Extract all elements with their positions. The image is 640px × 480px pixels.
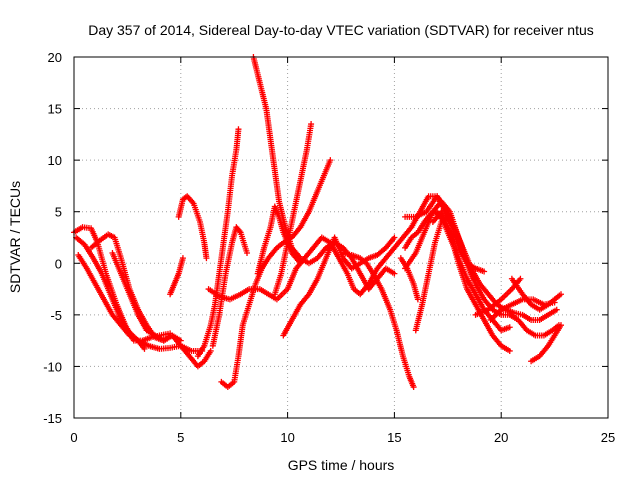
series-track-15 [280, 234, 398, 339]
axis-ticks: 0 5 10 15 20 25 -15 -10 -5 0 5 10 15 20 [43, 50, 615, 445]
series-track-9 [218, 157, 334, 391]
data-point-marker [179, 255, 186, 262]
data-point-marker [391, 270, 398, 277]
data-point-marker [391, 234, 398, 241]
data-tracks [71, 54, 565, 391]
y-tick-label: -5 [50, 308, 62, 323]
data-point-marker [235, 126, 242, 133]
x-tick-label: 10 [280, 430, 294, 445]
data-point-marker [207, 347, 214, 354]
data-point-marker [308, 121, 315, 128]
series-track-2 [73, 234, 206, 354]
plot-frame [73, 56, 609, 419]
y-tick-label: 20 [48, 50, 62, 65]
data-point-marker [558, 322, 565, 329]
series-track-12 [250, 54, 398, 293]
data-point-marker [414, 296, 421, 303]
y-tick-label: -10 [43, 359, 62, 374]
chart-title: Day 357 of 2014, Sidereal Day-to-day VTE… [88, 22, 594, 38]
series-track-14 [271, 121, 315, 298]
data-point-marker [553, 306, 560, 313]
data-point-marker [236, 228, 243, 235]
series-track-25 [508, 275, 565, 313]
series-track-11 [209, 224, 251, 349]
series-track-6 [167, 255, 186, 298]
x-tick-label: 0 [70, 430, 77, 445]
data-point-marker [141, 345, 148, 352]
data-point-marker [517, 275, 524, 282]
data-point-marker [297, 260, 304, 267]
data-point-marker [470, 275, 477, 282]
data-point-marker [506, 324, 513, 331]
data-point-marker [203, 255, 210, 262]
series-track-16 [340, 249, 417, 391]
y-tick-label: 5 [55, 205, 62, 220]
x-tick-label: 20 [494, 430, 508, 445]
data-point-marker [327, 157, 334, 164]
data-point-marker [506, 347, 513, 354]
series-track-13 [254, 203, 304, 277]
data-point-marker [244, 249, 251, 256]
series-track-7 [175, 193, 210, 262]
y-tick-label: 15 [48, 102, 62, 117]
series-track-22 [429, 208, 513, 354]
series-track-17 [397, 255, 421, 303]
y-tick-label: -15 [43, 411, 62, 426]
series-track-3 [75, 252, 148, 352]
data-point-marker [481, 268, 488, 275]
x-axis-label: GPS time / hours [288, 457, 395, 473]
series-track-5 [109, 249, 184, 344]
y-tick-label: 10 [48, 153, 62, 168]
data-point-marker [177, 337, 184, 344]
series-track-26 [528, 322, 565, 365]
data-point-marker [558, 291, 565, 298]
grid [74, 57, 608, 418]
series-track-10 [194, 126, 242, 360]
x-tick-label: 5 [177, 430, 184, 445]
y-tick-label: 0 [55, 256, 62, 271]
series-track-21 [402, 193, 488, 275]
x-tick-label: 15 [387, 430, 401, 445]
x-tick-label: 25 [601, 430, 615, 445]
y-axis-label: SDTVAR / TECUs [7, 181, 23, 293]
data-point-marker [410, 384, 417, 391]
